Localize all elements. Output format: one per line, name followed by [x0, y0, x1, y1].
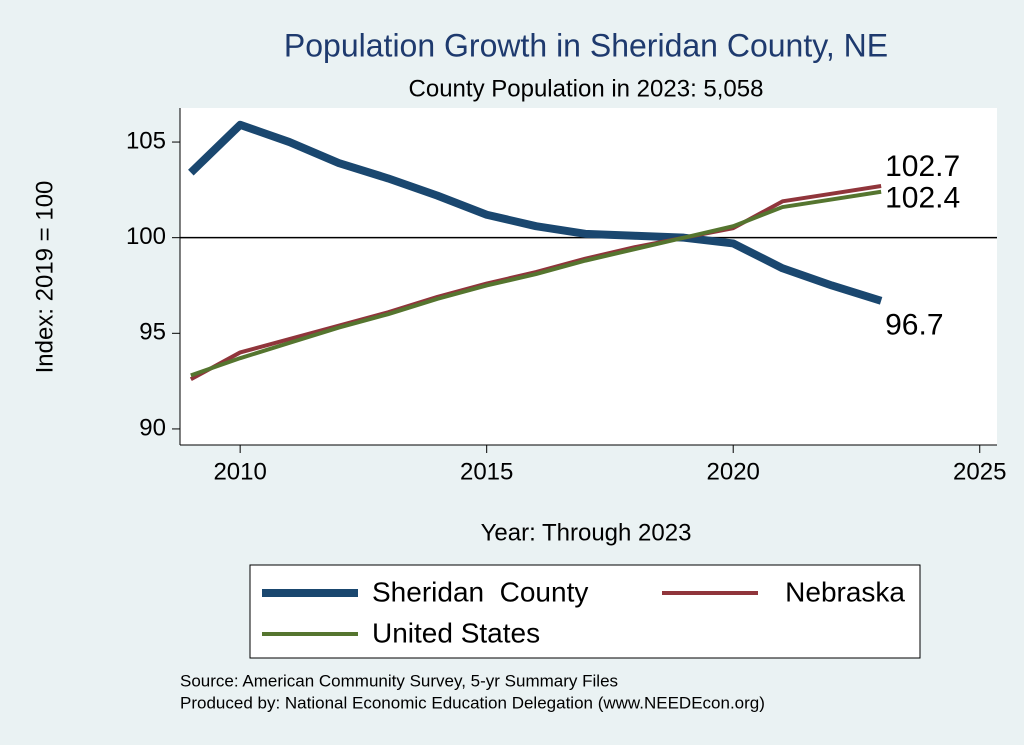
x-tick-label: 2010	[213, 458, 266, 485]
legend-label: United States	[372, 617, 540, 648]
y-tick-label: 90	[139, 414, 166, 441]
series-line	[190, 189, 882, 378]
x-axis-label: Year: Through 2023	[481, 519, 692, 546]
end-value-label: 102.4	[885, 182, 960, 215]
legend	[249, 564, 921, 659]
producer-note: Produced by: National Economic Education…	[180, 693, 765, 712]
y-axis-label: Index: 2019 = 100	[31, 181, 58, 374]
source-note: Source: American Community Survey, 5-yr …	[180, 671, 618, 690]
legend-label: Sheridan County	[372, 576, 588, 607]
y-tick-label: 95	[139, 319, 166, 346]
y-tick-label: 105	[126, 127, 166, 154]
legend-label: Nebraska	[785, 576, 905, 607]
chart-title: Population Growth in Sheridan County, NE	[284, 27, 888, 63]
end-value-label: 102.7	[885, 150, 960, 183]
chart-subtitle: County Population in 2023: 5,058	[409, 75, 764, 102]
x-tick-label: 2020	[707, 458, 760, 485]
series-line	[188, 120, 883, 305]
x-tick-label: 2015	[460, 458, 513, 485]
y-tick-label: 100	[126, 223, 166, 250]
plot-area	[180, 108, 997, 445]
end-value-label: 96.7	[885, 309, 943, 342]
x-tick-label: 2025	[953, 458, 1006, 485]
